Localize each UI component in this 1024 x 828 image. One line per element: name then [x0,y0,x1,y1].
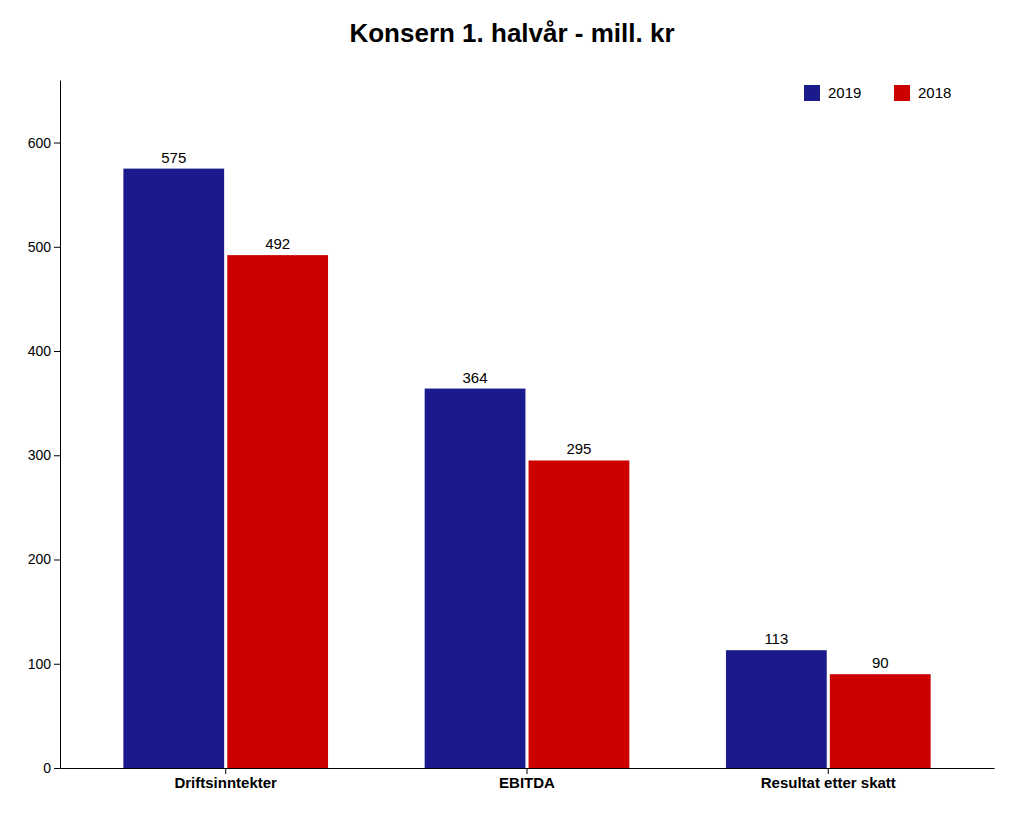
legend-swatch [894,85,910,101]
y-tick-label: 400 [28,343,52,359]
x-tick: Driftsinntekter [174,768,277,791]
data-label: 295 [566,440,591,457]
x-tick-label: Resultat etter skatt [761,774,896,791]
bar [227,255,328,768]
x-tick-label: EBITDA [499,774,555,791]
y-tick-label: 600 [28,135,52,151]
y-axis-line [60,81,61,769]
y-tick-mark [54,455,60,456]
y-tick-mark [54,351,60,352]
bar [123,169,224,768]
y-tick-mark [54,247,60,248]
bar [425,389,526,768]
y-tick: 200 [28,551,60,567]
y-tick-label: 0 [43,760,51,776]
legend-label: 2019 [828,84,861,101]
plot: 0 100 200 300 400 500 600 Driftsinntekter EBITDA… [28,81,995,791]
x-tick: Resultat etter skatt [761,768,896,791]
y-tick-label: 100 [28,656,52,672]
y-tick-label: 500 [28,239,52,255]
y-tick-mark [54,664,60,665]
legend-swatch [804,85,820,101]
chart: 0 100 200 300 400 500 600 Driftsinntekter EBITDA… [0,0,1024,828]
data-label: 575 [161,149,186,166]
x-tick: EBITDA [499,768,555,791]
data-labels: 575 364 113 492 295 90 [161,149,888,672]
data-label: 113 [764,630,788,647]
bar [726,650,827,768]
y-tick: 100 [28,656,60,672]
bar [529,460,630,768]
title: Konsern 1. halvår - mill. kr [349,18,674,48]
legend-label: 2018 [918,84,951,101]
y-tick-label: 300 [28,447,52,463]
y-tick: 400 [28,343,60,359]
y-tick-mark [54,560,60,561]
y-tick-mark [54,143,60,144]
x-tick-label: Driftsinntekter [174,774,277,791]
y-tick: 0 [43,760,60,776]
y-tick: 300 [28,447,60,463]
y-axis: 0 100 200 300 400 500 600 [28,81,61,776]
bars [123,169,930,768]
legend-item: 2019 [804,84,861,101]
legend-item: 2018 [894,84,951,101]
y-tick-label: 200 [28,551,52,567]
data-label: 364 [463,369,488,386]
y-tick: 600 [28,135,60,151]
data-label: 90 [872,654,889,671]
bar [830,674,931,768]
y-tick-mark [54,768,60,769]
x-axis: Driftsinntekter EBITDA Resultat etter skat… [61,768,995,791]
data-label: 492 [265,235,290,252]
y-tick: 500 [28,239,60,255]
legend: 2019 2018 [804,84,951,101]
